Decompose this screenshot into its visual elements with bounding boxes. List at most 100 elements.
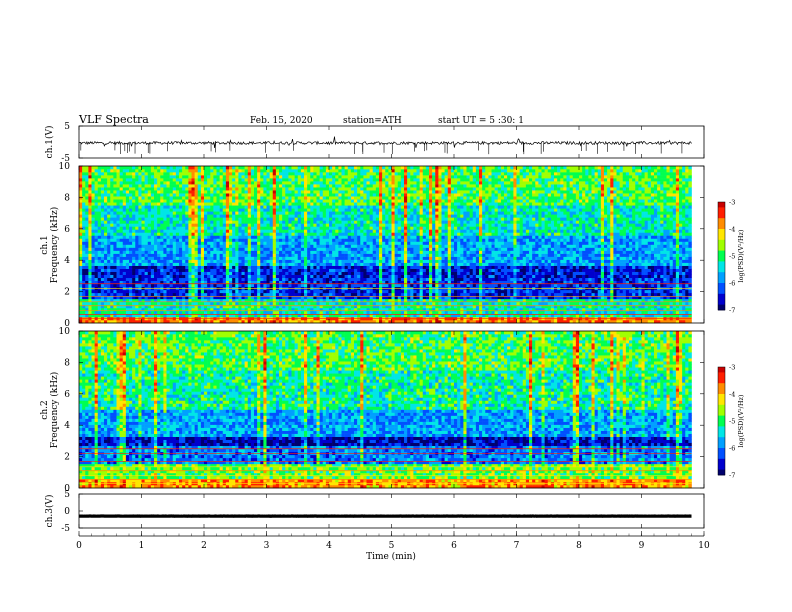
- spectrogram-cell: [229, 298, 233, 303]
- spectrogram-cell: [104, 298, 108, 303]
- spectrogram-cell: [107, 277, 111, 282]
- spectrogram-cell: [641, 313, 645, 318]
- spectrogram-cell: [85, 244, 89, 248]
- spectrogram-cell: [388, 259, 392, 263]
- spectrogram-cell: [338, 295, 342, 300]
- spectrogram-cell: [594, 304, 599, 309]
- spectrogram-cell: [522, 265, 527, 269]
- spectrogram-cell: [607, 319, 611, 324]
- spectrogram-cell: [350, 250, 355, 254]
- spectrogram-cell: [425, 283, 430, 288]
- spectrogram-cell: [585, 253, 589, 257]
- spectrogram-cell: [119, 301, 124, 306]
- spectrogram-cell: [435, 250, 439, 254]
- spectrogram-cell: [600, 259, 605, 263]
- spectrogram-cell: [354, 289, 358, 294]
- spectrogram-cell: [441, 268, 445, 272]
- spectrogram-cell: [572, 295, 577, 300]
- spectrogram-cell: [244, 250, 249, 254]
- spectrogram-cell: [125, 280, 130, 285]
- spectrogram-cell: [357, 274, 361, 279]
- spectrogram-cell: [582, 301, 586, 306]
- spectrogram-cell: [466, 277, 470, 282]
- spectrogram-cell: [266, 283, 270, 288]
- spectrogram-cell: [385, 274, 389, 279]
- spectrogram-cell: [660, 295, 664, 300]
- spectrogram-cell: [654, 250, 658, 254]
- spectrogram-cell: [338, 268, 342, 272]
- spectrogram-cell: [213, 283, 217, 288]
- spectrogram-cell: [525, 268, 530, 272]
- spectrogram-cell: [363, 262, 367, 266]
- spectrogram-cell: [125, 304, 130, 309]
- spectrogram-cell: [147, 319, 152, 324]
- spectrogram-cell: [338, 253, 342, 257]
- spectrogram-cell: [169, 310, 174, 315]
- spectrogram-cell: [500, 247, 505, 251]
- spectrogram-cell: [557, 292, 561, 297]
- spectrogram-cell: [110, 247, 114, 251]
- spectrogram-cell: [604, 253, 608, 257]
- spectrogram-cell: [588, 319, 592, 324]
- spectrogram-cell: [119, 295, 124, 300]
- spectrogram-cell: [519, 298, 524, 303]
- spectrogram-cell: [457, 274, 461, 279]
- spectrogram-cell: [222, 307, 227, 312]
- spectrogram-cell: [425, 274, 430, 279]
- spectrogram-cell: [419, 268, 424, 272]
- spectrogram-cell: [454, 271, 458, 275]
- spectrogram-cell: [316, 289, 320, 294]
- spectrogram-cell: [207, 247, 211, 251]
- spectrogram-cell: [91, 247, 95, 251]
- spectrogram-cell: [219, 247, 224, 251]
- spectrogram-cell: [163, 307, 167, 312]
- spectrogram-cell: [563, 283, 567, 288]
- spectrogram-cell: [604, 277, 608, 282]
- spectrogram-cell: [216, 298, 220, 303]
- spectrogram-cell: [360, 247, 364, 251]
- spectrogram-cell: [116, 274, 120, 279]
- spectrogram-cell: [682, 307, 686, 312]
- spectrogram-cell: [279, 256, 283, 260]
- spectrogram-cell: [369, 265, 374, 269]
- spectrogram-cell: [219, 268, 224, 272]
- spectrogram-cell: [566, 277, 570, 282]
- spectrogram-cell: [647, 298, 652, 303]
- spectrogram-cell: [619, 250, 624, 254]
- spectrogram-cell: [207, 271, 211, 275]
- spectrogram-cell: [107, 292, 111, 297]
- spectrogram-cell: [125, 319, 130, 324]
- spectrogram-cell: [413, 292, 417, 297]
- spectrogram-cell: [635, 307, 639, 312]
- spectrogram-cell: [269, 277, 274, 282]
- spectrogram-cell: [450, 301, 455, 306]
- spectrogram-cell: [588, 265, 592, 269]
- spectrogram-cell: [535, 283, 539, 288]
- spectrogram-cell: [610, 256, 614, 260]
- spectrogram-cell: [563, 298, 567, 303]
- spectrogram-cell: [110, 307, 114, 312]
- spectrogram-cell: [269, 310, 274, 315]
- spectrogram-cell: [244, 268, 249, 272]
- spectrogram-cell: [475, 262, 480, 266]
- spectrogram-cell: [135, 265, 139, 269]
- spectrogram-cell: [141, 250, 145, 254]
- spectrogram-cell: [79, 310, 83, 315]
- spectrogram-cell: [413, 250, 417, 254]
- spectrogram-cell: [350, 283, 355, 288]
- spectrogram-cell: [610, 295, 614, 300]
- spectrogram-cell: [585, 250, 589, 254]
- spectrogram-cell: [379, 280, 383, 285]
- spectrogram-cell: [547, 310, 552, 315]
- spectrogram-cell: [457, 268, 461, 272]
- spectrogram-cell: [160, 289, 164, 294]
- spectrogram-cell: [613, 250, 617, 254]
- spectrogram-cell: [457, 280, 461, 285]
- spectrogram-cell: [263, 301, 267, 306]
- spectrogram-cell: [107, 256, 111, 260]
- spectrogram-cell: [232, 253, 236, 257]
- spectrogram-cell: [129, 280, 133, 285]
- spectrogram-cell: [104, 301, 108, 306]
- spectrogram-cell: [644, 268, 649, 272]
- spectrogram-cell: [310, 304, 314, 309]
